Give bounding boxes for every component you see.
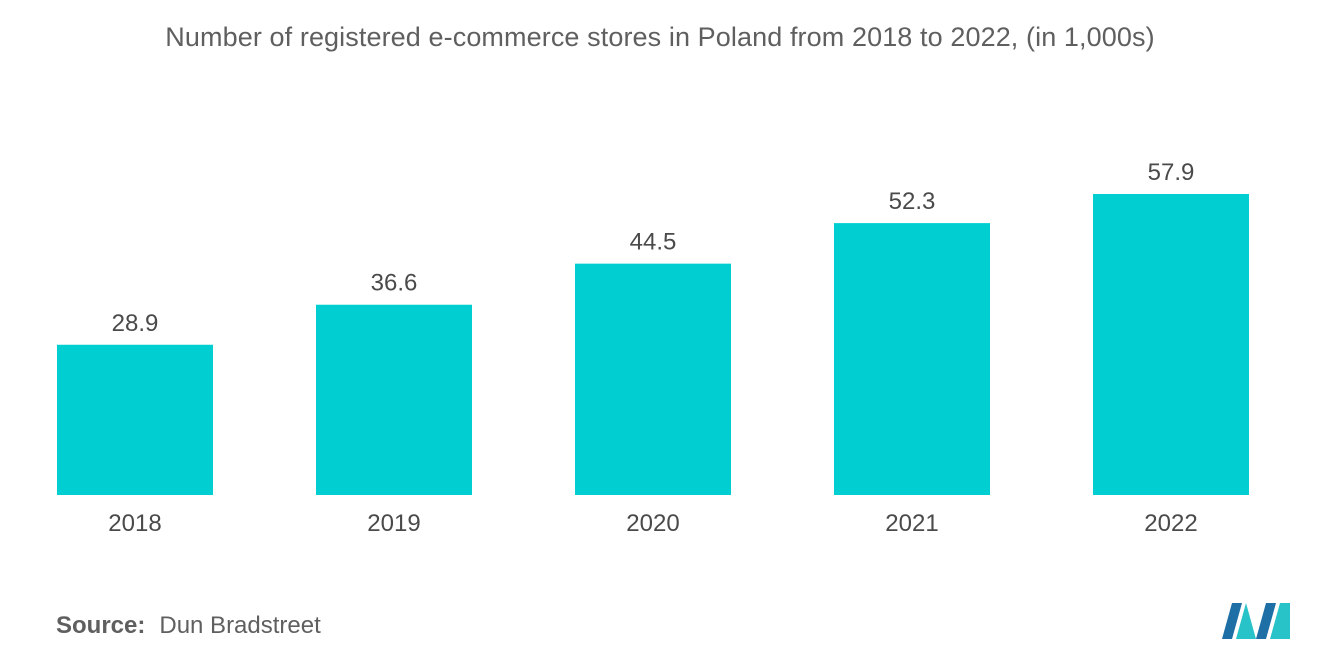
x-tick-label-2018: 2018 bbox=[108, 510, 161, 537]
value-label-2018: 28.9 bbox=[112, 310, 159, 337]
x-tick-label-2020: 2020 bbox=[626, 510, 679, 537]
source-label: Source: bbox=[56, 612, 146, 639]
bar-2018 bbox=[57, 344, 213, 495]
x-tick-label-2021: 2021 bbox=[885, 510, 938, 537]
mordor-intelligence-logo-icon bbox=[1222, 603, 1290, 639]
x-tick-label-2019: 2019 bbox=[367, 510, 420, 537]
source-value: Dun Bradstreet bbox=[159, 612, 321, 639]
chart-title: Number of registered e-commerce stores i… bbox=[165, 22, 1155, 52]
value-label-2021: 52.3 bbox=[889, 188, 936, 215]
bar-2020 bbox=[575, 263, 731, 495]
value-label-2022: 57.9 bbox=[1148, 159, 1195, 186]
x-tick-label-2022: 2022 bbox=[1144, 510, 1197, 537]
value-label-2019: 36.6 bbox=[371, 270, 418, 297]
source-line: Source: Dun Bradstreet bbox=[56, 612, 321, 640]
bar-2021 bbox=[834, 223, 990, 496]
bar-2019 bbox=[316, 304, 472, 495]
bar-2022 bbox=[1093, 194, 1249, 495]
value-label-2020: 44.5 bbox=[630, 229, 677, 256]
